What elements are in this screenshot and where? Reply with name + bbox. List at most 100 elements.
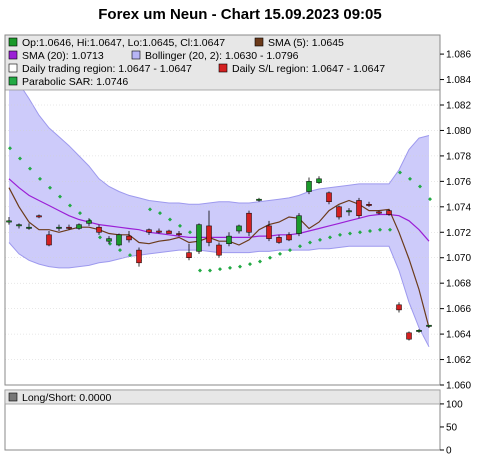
candle xyxy=(116,233,122,247)
candle xyxy=(86,218,92,226)
candle-body xyxy=(266,225,272,239)
candle xyxy=(166,229,172,234)
candle xyxy=(96,224,102,235)
legend-ohlc: Op:1.0646, Hi:1.0647, Lo:1.0645, Cl:1.06… xyxy=(22,37,225,49)
candle xyxy=(336,205,342,220)
candle xyxy=(156,228,162,234)
y-tick-label: 1.082 xyxy=(446,101,471,112)
candle xyxy=(286,232,292,242)
candles xyxy=(6,176,432,341)
lower-y-tick-label: 50 xyxy=(446,422,458,433)
candle-body xyxy=(206,225,212,243)
sar-point xyxy=(28,166,32,171)
candle-body xyxy=(356,200,362,216)
candle xyxy=(406,331,412,341)
candle-body xyxy=(246,212,252,233)
legend-sma20: SMA (20): 1.0713 xyxy=(22,50,104,62)
legend-ohlc-swatch xyxy=(8,37,18,47)
bollinger-band-fill xyxy=(9,73,429,347)
candle xyxy=(296,213,302,237)
candle-body xyxy=(396,304,402,311)
candle xyxy=(386,209,392,216)
candle xyxy=(76,223,82,230)
sar-point xyxy=(168,217,172,222)
candle-body xyxy=(106,238,112,242)
sar-point xyxy=(368,229,372,233)
candle xyxy=(146,228,152,235)
legend-bollinger-swatch xyxy=(131,50,141,60)
candle-body xyxy=(146,229,152,233)
candle-body xyxy=(416,330,422,332)
candle xyxy=(416,329,422,333)
sar-point xyxy=(258,259,262,264)
legend-trading-region: Daily trading region: 1.0647 - 1.0647 xyxy=(22,63,192,75)
candle-body xyxy=(96,226,102,233)
candle xyxy=(366,201,372,207)
candle xyxy=(6,217,12,225)
sar-point xyxy=(118,248,122,253)
candle-body xyxy=(176,233,182,236)
candle-body xyxy=(26,226,32,229)
candle xyxy=(326,191,332,205)
candle-body xyxy=(56,226,62,229)
sar-point xyxy=(428,197,432,202)
candle-body xyxy=(76,224,82,229)
sar-point xyxy=(338,232,342,237)
sar-point xyxy=(188,230,192,235)
candle xyxy=(246,210,252,237)
candle-body xyxy=(116,234,122,246)
candle-body xyxy=(336,206,342,218)
long-short-legend-box xyxy=(4,389,441,405)
candle-body xyxy=(276,237,282,243)
candle-body xyxy=(216,244,222,256)
candle-body xyxy=(426,324,432,327)
candle-body xyxy=(166,230,172,234)
candle-body xyxy=(316,178,322,183)
sar-point xyxy=(408,176,412,181)
candle xyxy=(426,324,432,328)
sar-point xyxy=(58,194,62,199)
sar-point xyxy=(198,268,202,273)
candle xyxy=(206,210,212,247)
candle xyxy=(46,231,52,247)
sma20-layer xyxy=(8,178,430,242)
candle xyxy=(376,210,382,215)
lower-y-tick-label: 0 xyxy=(446,446,452,457)
sar-point xyxy=(158,211,162,216)
y-tick-label: 1.062 xyxy=(446,355,471,366)
candle xyxy=(306,177,312,195)
sar-point xyxy=(38,176,42,181)
candle-body xyxy=(66,226,72,229)
candle xyxy=(196,223,202,254)
candle-body xyxy=(126,235,132,241)
candle xyxy=(216,242,222,258)
candle xyxy=(66,224,72,230)
candle xyxy=(316,176,322,184)
y-tick-label: 1.068 xyxy=(446,279,471,290)
y-tick-label: 1.074 xyxy=(446,202,471,213)
candle-body xyxy=(156,230,162,233)
legend-sar: Parabolic SAR: 1.0746 xyxy=(22,76,128,88)
candle-body xyxy=(376,211,382,214)
candle xyxy=(126,231,132,243)
sar-point xyxy=(298,244,302,249)
legend-trading-region-swatch xyxy=(8,63,18,73)
bollinger-upper-line xyxy=(8,72,430,205)
candle xyxy=(176,231,182,237)
sar-point xyxy=(98,235,102,240)
sar-dots xyxy=(8,146,432,273)
candle xyxy=(136,247,142,267)
sar-point xyxy=(288,248,292,253)
candle-body xyxy=(226,235,232,244)
sar-point xyxy=(228,265,232,270)
sar-point xyxy=(398,170,402,175)
y-tick-label: 1.080 xyxy=(446,126,471,137)
legend-sma5-swatch xyxy=(254,37,264,47)
candle-body xyxy=(386,210,392,215)
sar-point xyxy=(318,237,322,242)
candle-body xyxy=(46,234,52,246)
candle xyxy=(236,224,242,234)
sar-point xyxy=(208,268,212,273)
lower-y-tick-label: 100 xyxy=(446,399,463,410)
